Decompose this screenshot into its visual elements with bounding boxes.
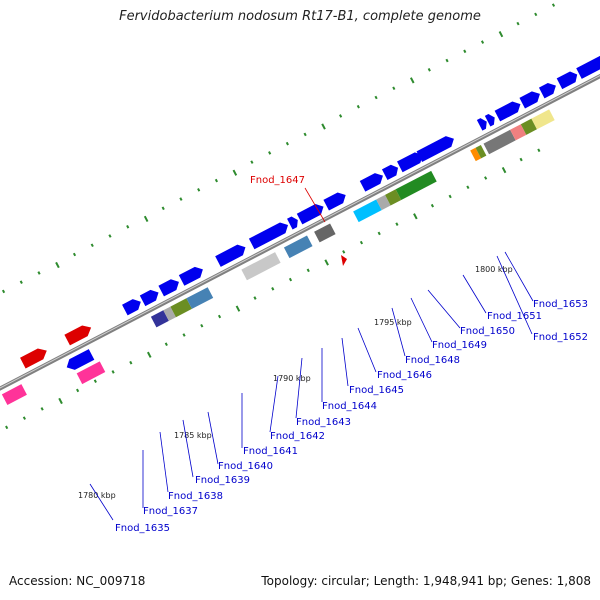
gene-arrow[interactable] xyxy=(139,287,162,307)
gene-label-fnod-1647[interactable]: Fnod_1647 xyxy=(250,175,305,186)
gene-arrow[interactable] xyxy=(359,170,386,192)
gene-label-fnod-1640[interactable]: Fnod_1640 xyxy=(218,461,273,472)
gene-label-fnod-1645[interactable]: Fnod_1645 xyxy=(349,385,404,396)
gene-box[interactable] xyxy=(510,124,527,141)
gene-arrow[interactable] xyxy=(64,322,93,346)
genome-summary-text: Topology: circular; Length: 1,948,941 bp… xyxy=(261,574,591,588)
gene-label-fnod-1637[interactable]: Fnod_1637 xyxy=(143,506,198,517)
gene-arrow[interactable] xyxy=(287,215,301,230)
gene-box[interactable] xyxy=(241,252,281,281)
label-leaders xyxy=(89,251,534,521)
gene-arrow[interactable] xyxy=(178,264,206,286)
gene-label-fnod-1635[interactable]: Fnod_1635 xyxy=(115,523,170,534)
gene-arrow[interactable] xyxy=(381,162,401,181)
gene-arrow[interactable] xyxy=(538,80,559,99)
gene-box[interactable] xyxy=(150,310,169,328)
gene-arrow[interactable] xyxy=(64,349,95,373)
gene-arrow[interactable] xyxy=(519,89,542,109)
gene-arrow[interactable] xyxy=(158,277,181,297)
gene-box[interactable] xyxy=(353,199,382,223)
gene-box[interactable] xyxy=(385,189,402,206)
gene-arrow[interactable] xyxy=(122,296,144,316)
gene-arrow[interactable] xyxy=(556,69,580,90)
kbp-label: 1790 kbp xyxy=(273,374,311,383)
gene-label-fnod-1646[interactable]: Fnod_1646 xyxy=(377,370,432,381)
gene-label-fnod-1643[interactable]: Fnod_1643 xyxy=(296,417,351,428)
gene-arrow[interactable] xyxy=(20,345,49,369)
inner-tick-track xyxy=(5,148,541,430)
scale-labels: 1780 kbp 1785 kbp 1790 kbp 1795 kbp 1800… xyxy=(78,265,513,500)
gene-arrow[interactable] xyxy=(296,201,326,225)
gene-arrow[interactable] xyxy=(416,133,457,163)
kbp-label: 1780 kbp xyxy=(78,491,116,500)
gene-box[interactable] xyxy=(531,109,555,130)
gene-box[interactable] xyxy=(520,118,537,135)
kbp-label: 1785 kbp xyxy=(174,431,212,440)
gene-arrow[interactable] xyxy=(323,190,348,211)
gene-arrow[interactable] xyxy=(484,112,498,127)
gene-box[interactable] xyxy=(483,129,516,155)
gene-label-fnod-1639[interactable]: Fnod_1639 xyxy=(195,475,250,486)
gene-box[interactable] xyxy=(475,144,487,159)
gene-box[interactable] xyxy=(1,384,27,405)
outer-tick-track xyxy=(1,3,556,294)
forward-strand-genes xyxy=(20,53,600,369)
gene-label-fnod-1642[interactable]: Fnod_1642 xyxy=(270,431,325,442)
gene-arrow[interactable] xyxy=(476,116,490,131)
gene-label-fnod-1638[interactable]: Fnod_1638 xyxy=(168,491,223,502)
gene-arrow[interactable] xyxy=(248,220,291,250)
gene-label-fnod-1648[interactable]: Fnod_1648 xyxy=(405,355,460,366)
gene-label-fnod-1653[interactable]: Fnod_1653 xyxy=(533,299,588,310)
figure-title: Fervidobacterium nodosum Rt17-B1, comple… xyxy=(119,9,481,24)
gene-label-fnod-1649[interactable]: Fnod_1649 xyxy=(432,340,487,351)
gene-arrow[interactable] xyxy=(576,53,600,79)
gene-labels: Fnod_1635 Fnod_1637 Fnod_1638 Fnod_1639 … xyxy=(115,175,588,534)
gene-box[interactable] xyxy=(170,298,192,318)
gene-arrow[interactable] xyxy=(397,150,426,173)
gene-arrow[interactable] xyxy=(494,99,524,122)
gene-box[interactable] xyxy=(395,170,437,200)
gene-label-fnod-1650[interactable]: Fnod_1650 xyxy=(460,326,515,337)
leader-line xyxy=(304,187,326,223)
gene-box[interactable] xyxy=(314,223,336,243)
gene-box[interactable] xyxy=(470,147,482,162)
gene-arrow[interactable] xyxy=(215,242,248,267)
gene-label-fnod-1652[interactable]: Fnod_1652 xyxy=(533,332,588,343)
gene-box[interactable] xyxy=(376,194,391,211)
kbp-label: 1800 kbp xyxy=(475,265,513,274)
reverse-strand-genes xyxy=(1,109,555,405)
kbp-label: 1795 kbp xyxy=(374,318,412,327)
accession-text: Accession: NC_009718 xyxy=(9,574,146,588)
gene-label-fnod-1651[interactable]: Fnod_1651 xyxy=(487,311,542,322)
gene-box[interactable] xyxy=(163,306,176,321)
highlight-gene-marker[interactable] xyxy=(341,255,347,266)
gene-label-fnod-1641[interactable]: Fnod_1641 xyxy=(243,446,298,457)
gene-box[interactable] xyxy=(76,361,106,385)
gene-label-fnod-1644[interactable]: Fnod_1644 xyxy=(322,401,377,412)
gene-box[interactable] xyxy=(186,287,214,309)
gene-box[interactable] xyxy=(283,235,313,259)
